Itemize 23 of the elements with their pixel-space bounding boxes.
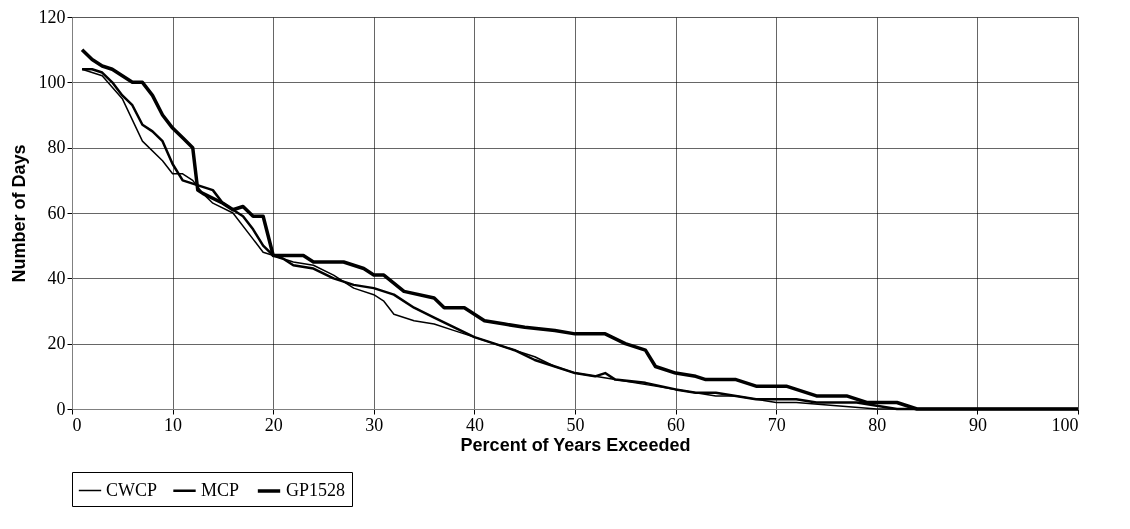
y-tick-label: 20	[47, 333, 66, 354]
x-tick-label: 30	[365, 414, 384, 435]
x-tick-label: 60	[667, 414, 686, 435]
x-tick-label: 10	[164, 414, 183, 435]
y-tick-label: 40	[47, 267, 66, 288]
x-tick-label: 80	[868, 414, 887, 435]
y-tick-label: 100	[38, 71, 66, 92]
y-tick-label: 0	[56, 398, 66, 419]
legend-label: MCP	[201, 479, 240, 500]
legend-label: GP1528	[286, 480, 346, 500]
x-tick-label: 100	[1051, 414, 1079, 435]
y-tick-label: 60	[47, 202, 66, 223]
x-tick-label: 0	[72, 414, 82, 435]
y-tick-label: 80	[47, 137, 66, 158]
x-tick-label: 90	[968, 414, 987, 435]
x-tick-label: 40	[465, 414, 484, 435]
x-tick-label: 50	[566, 414, 585, 435]
legend-label: CWCP	[106, 479, 158, 500]
x-tick-label: 20	[264, 414, 283, 435]
x-tick-label: 70	[767, 414, 786, 435]
x-axis-title: Percent of Years Exceeded	[460, 434, 691, 455]
y-axis-title: Number of Days	[8, 144, 29, 283]
y-tick-label: 120	[38, 6, 66, 27]
